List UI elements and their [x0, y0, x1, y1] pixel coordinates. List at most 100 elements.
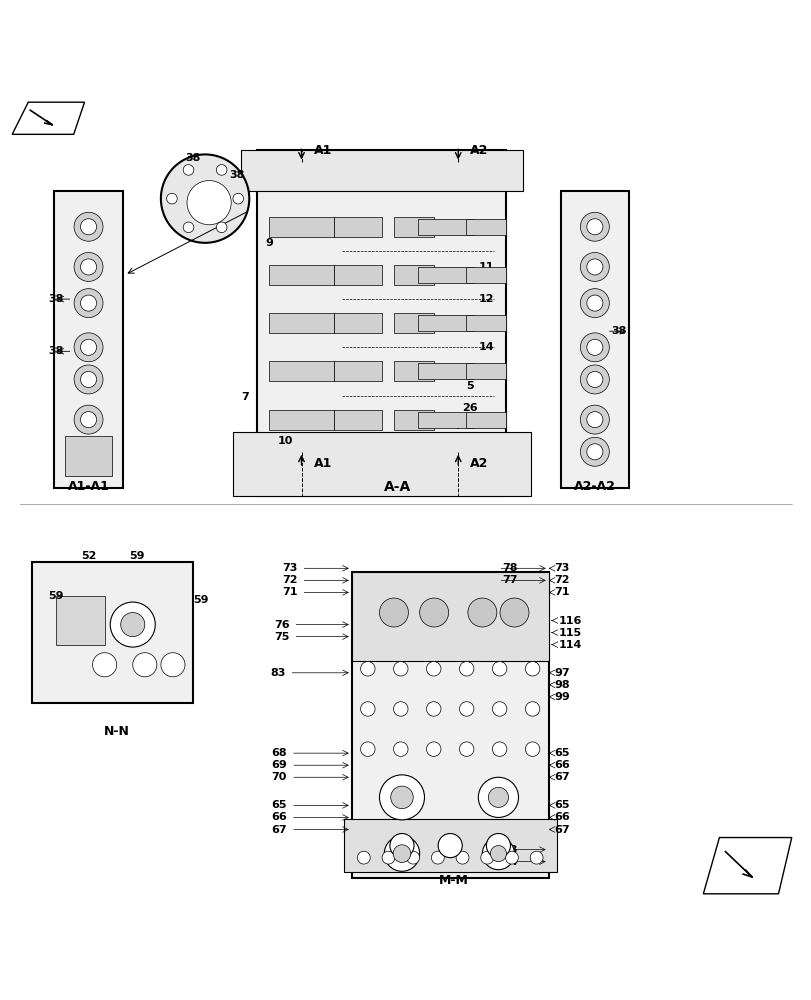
Text: 59: 59 [129, 551, 144, 561]
Circle shape [80, 412, 97, 428]
Bar [466, 267, 506, 283]
Circle shape [478, 777, 518, 817]
Bar [241, 150, 522, 191]
Circle shape [74, 405, 103, 434]
Circle shape [586, 219, 602, 235]
Bar [466, 412, 506, 428]
Bar [393, 265, 434, 285]
Bar [393, 410, 434, 430]
Circle shape [580, 405, 608, 434]
Circle shape [426, 742, 440, 756]
Text: 7: 7 [241, 392, 249, 402]
Circle shape [74, 252, 103, 281]
Text: 77: 77 [502, 575, 517, 585]
Circle shape [580, 437, 608, 466]
Circle shape [580, 212, 608, 241]
Text: 83: 83 [270, 668, 285, 678]
Circle shape [467, 598, 496, 627]
Text: 98: 98 [554, 680, 569, 690]
Circle shape [419, 598, 448, 627]
Bar [351, 572, 548, 878]
Text: 9: 9 [265, 238, 273, 248]
Text: 66: 66 [554, 760, 569, 770]
Text: 38: 38 [49, 294, 64, 304]
Circle shape [216, 222, 227, 233]
Bar [233, 432, 530, 496]
Text: 65: 65 [554, 800, 569, 810]
Bar [418, 315, 474, 331]
Text: 13: 13 [478, 318, 493, 328]
Bar [54, 191, 122, 488]
Text: N-N: N-N [104, 725, 130, 738]
Circle shape [438, 834, 461, 858]
Circle shape [390, 786, 413, 809]
Circle shape [121, 613, 144, 637]
Circle shape [580, 333, 608, 362]
Circle shape [586, 295, 602, 311]
Text: A1: A1 [313, 457, 332, 470]
Circle shape [80, 259, 97, 275]
Circle shape [80, 371, 97, 387]
Circle shape [379, 598, 408, 627]
Text: 7: 7 [454, 421, 461, 431]
Circle shape [490, 846, 506, 862]
Circle shape [406, 851, 419, 864]
Text: 14: 14 [478, 342, 494, 352]
Circle shape [491, 702, 506, 716]
Bar [333, 410, 381, 430]
Circle shape [525, 742, 539, 756]
Circle shape [216, 165, 227, 175]
Bar [466, 219, 506, 235]
Text: 38: 38 [49, 346, 64, 356]
Text: 114: 114 [558, 640, 581, 650]
Text: 64: 64 [502, 857, 517, 867]
Text: 38: 38 [185, 153, 200, 163]
Bar [466, 315, 506, 331]
Circle shape [80, 295, 97, 311]
Circle shape [161, 653, 185, 677]
Circle shape [74, 212, 103, 241]
Bar [269, 313, 333, 333]
Bar [269, 410, 333, 430]
Circle shape [505, 851, 517, 864]
Polygon shape [12, 102, 84, 134]
Circle shape [525, 662, 539, 676]
Circle shape [426, 702, 440, 716]
Bar [333, 265, 381, 285]
Text: 10: 10 [277, 436, 293, 446]
Bar [65, 436, 112, 476]
Polygon shape [702, 838, 791, 894]
Text: 75: 75 [274, 632, 289, 642]
Text: 73: 73 [554, 563, 569, 573]
Bar [466, 363, 506, 379]
Bar [257, 150, 506, 496]
Circle shape [92, 653, 117, 677]
Text: A2: A2 [470, 457, 488, 470]
Bar [560, 191, 629, 488]
Circle shape [389, 834, 414, 858]
Text: 59: 59 [193, 595, 208, 605]
Circle shape [426, 662, 440, 676]
Circle shape [530, 851, 543, 864]
Circle shape [580, 252, 608, 281]
Text: 116: 116 [558, 616, 581, 626]
Bar [333, 313, 381, 333]
Circle shape [110, 602, 155, 647]
Circle shape [183, 165, 194, 175]
Text: 67: 67 [554, 772, 569, 782]
Bar [351, 572, 548, 661]
Circle shape [486, 834, 510, 858]
Bar [269, 265, 333, 285]
Text: 72: 72 [281, 575, 297, 585]
Circle shape [166, 193, 177, 204]
Circle shape [459, 742, 474, 756]
Circle shape [80, 339, 97, 355]
Circle shape [586, 259, 602, 275]
Circle shape [233, 193, 243, 204]
Circle shape [487, 787, 508, 807]
Bar [333, 217, 381, 237]
Circle shape [586, 444, 602, 460]
Circle shape [183, 222, 194, 233]
Circle shape [360, 702, 375, 716]
Text: 65: 65 [554, 748, 569, 758]
